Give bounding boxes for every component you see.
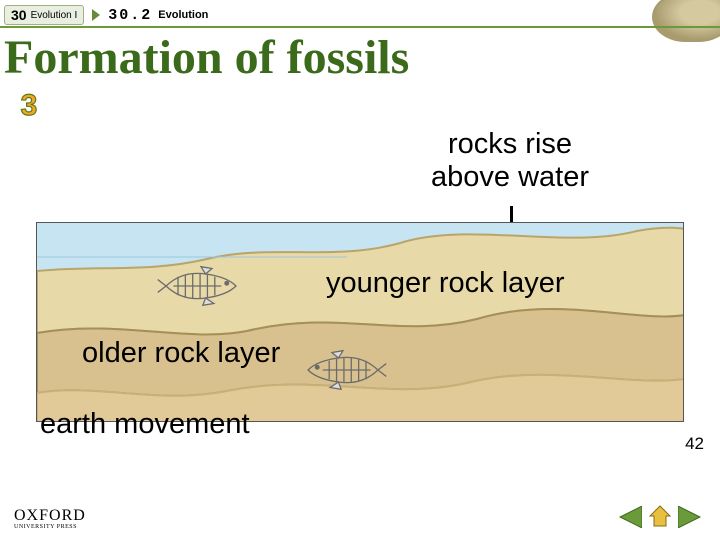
breadcrumb: 30 Evolution I 30.2 Evolution (0, 5, 720, 25)
next-button[interactable] (678, 506, 704, 528)
svg-text:3: 3 (21, 89, 38, 122)
publisher-name: OXFORD (14, 507, 86, 524)
nav-controls (616, 504, 704, 528)
section-number: 30.2 (108, 7, 152, 24)
section-label: Evolution (158, 9, 208, 21)
publisher-sub: UNIVERSITY PRESS (14, 525, 86, 530)
header-divider (0, 26, 720, 28)
fossil-corner-icon (652, 0, 720, 42)
chapter-badge: 30 Evolution I (4, 5, 84, 25)
strata-diagram (36, 222, 684, 422)
chevron-right-icon (92, 9, 100, 21)
page-number: 42 (685, 434, 704, 454)
annotation-earth-movement: earth movement (40, 408, 250, 441)
annotation-older-layer: older rock layer (82, 337, 280, 370)
chapter-label: Evolution I (31, 10, 78, 21)
page-title: Formation of fossils (4, 30, 409, 85)
prev-button[interactable] (616, 506, 642, 528)
annotation-younger-layer: younger rock layer (326, 267, 565, 300)
annotation-rocks-rise: rocks rise above water (395, 128, 625, 195)
chapter-number: 30 (11, 7, 27, 23)
publisher-logo: OXFORD UNIVERSITY PRESS (14, 507, 86, 530)
step-number-icon: 3 (14, 88, 44, 122)
home-button[interactable] (648, 504, 672, 528)
